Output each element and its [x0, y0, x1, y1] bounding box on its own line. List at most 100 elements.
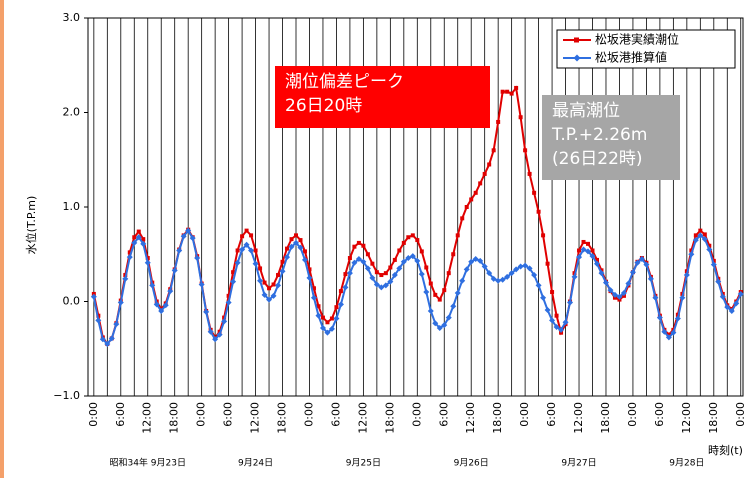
annotation-text: 最高潮位	[552, 101, 620, 121]
point	[216, 331, 223, 338]
y-tick-label: 3.0	[63, 11, 81, 24]
point	[99, 336, 106, 343]
point	[692, 237, 699, 244]
point	[337, 301, 344, 308]
point	[352, 244, 357, 249]
point	[392, 257, 397, 262]
point	[554, 313, 559, 318]
point	[310, 294, 317, 301]
point	[374, 270, 379, 275]
legend-label: 松坂港実績潮位	[595, 32, 679, 47]
point	[481, 263, 488, 270]
point	[410, 233, 415, 238]
point	[387, 278, 394, 285]
point	[468, 258, 475, 265]
point	[343, 272, 348, 277]
point	[433, 292, 438, 297]
point	[661, 328, 668, 335]
point	[240, 234, 245, 239]
point	[271, 282, 276, 287]
legend-marker	[573, 54, 581, 62]
point	[545, 261, 550, 266]
point	[602, 279, 609, 286]
point	[276, 273, 281, 278]
point	[226, 293, 231, 298]
point	[243, 241, 250, 248]
date-label: 9月24日	[238, 458, 273, 469]
point	[306, 274, 313, 281]
point	[364, 265, 371, 272]
point	[647, 275, 654, 282]
x-tick-label: 0:00	[518, 402, 531, 427]
legend-marker	[574, 37, 579, 43]
point	[284, 254, 291, 261]
point	[225, 299, 232, 306]
point	[719, 293, 726, 300]
point	[244, 228, 249, 233]
point	[540, 294, 547, 301]
point	[401, 240, 406, 245]
point	[397, 248, 402, 253]
point	[702, 232, 707, 237]
point	[460, 216, 465, 221]
point	[656, 314, 663, 321]
point	[415, 238, 420, 243]
point	[252, 260, 259, 267]
point	[445, 314, 452, 321]
point	[189, 235, 196, 242]
date-label: 9月26日	[454, 458, 489, 469]
annotation-text: 26日20時	[285, 96, 362, 116]
x-tick-label: 0:00	[195, 402, 208, 427]
x-tick-label: 18:00	[383, 402, 396, 434]
point	[185, 227, 192, 234]
point	[487, 162, 492, 167]
point	[549, 317, 556, 324]
point	[279, 268, 286, 275]
point	[469, 197, 474, 202]
point	[162, 302, 169, 309]
x-tick-label: 0:00	[302, 402, 315, 427]
point	[145, 256, 150, 261]
point	[383, 271, 388, 276]
point	[212, 336, 219, 343]
point	[442, 288, 447, 293]
point	[593, 260, 600, 267]
point	[388, 265, 393, 270]
point	[504, 273, 511, 280]
point	[167, 288, 174, 295]
point	[541, 233, 546, 238]
point	[267, 286, 272, 291]
point	[365, 252, 370, 257]
point	[414, 257, 421, 264]
point	[293, 239, 300, 246]
point	[451, 252, 456, 257]
x-tick-label: 6:00	[114, 402, 127, 427]
date-label: 9月28日	[669, 458, 704, 469]
point	[679, 294, 686, 301]
point	[531, 272, 538, 279]
x-axis-label: 時刻(t)	[708, 443, 743, 457]
point	[553, 324, 560, 331]
point	[589, 253, 596, 260]
point	[351, 259, 358, 266]
point	[140, 240, 147, 247]
x-tick-label: 6:00	[329, 402, 342, 427]
point	[262, 280, 267, 285]
point	[176, 247, 183, 254]
point	[158, 307, 165, 314]
point	[509, 91, 514, 96]
x-tick-label: 0:00	[87, 402, 100, 427]
point	[334, 305, 339, 310]
point	[144, 259, 151, 266]
point	[535, 282, 542, 289]
point	[701, 236, 708, 243]
point	[297, 244, 304, 251]
date-label: 昭和34年 9月23日	[109, 457, 186, 469]
point	[643, 261, 650, 268]
point	[513, 266, 520, 273]
point	[329, 316, 334, 321]
point	[360, 258, 367, 265]
point	[486, 270, 493, 277]
point	[428, 281, 433, 286]
point	[473, 190, 478, 195]
